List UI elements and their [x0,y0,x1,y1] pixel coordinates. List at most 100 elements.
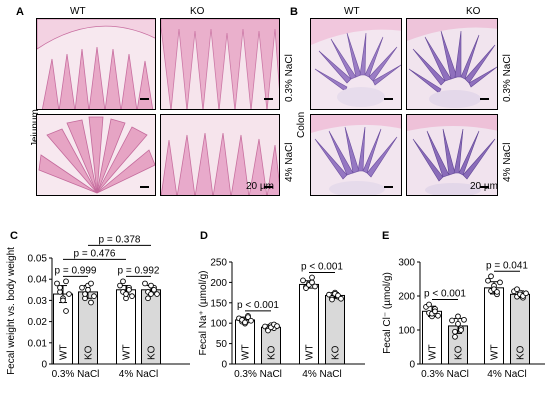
colon-crypts-image [407,19,497,109]
bar-label: KO [516,345,527,360]
colon-crypts-image [407,115,497,195]
data-point [85,286,91,293]
data-point [54,280,60,287]
data-point [242,319,248,326]
data-point [455,321,461,327]
data-point [329,296,335,303]
data-point [88,280,94,287]
scale-bar [264,186,273,188]
data-point [300,277,306,284]
data-point [66,291,72,297]
data-point [449,317,455,324]
y-tick-label: 200 [210,278,227,289]
data-point [426,301,432,308]
group-label: 4% NaCl [302,369,341,380]
jejunum-villi-image [37,115,155,195]
data-point [82,291,88,297]
data-point [60,297,66,304]
data-point [57,284,63,291]
data-point [117,282,123,289]
p-value-label: p = 0.476 [74,248,116,259]
bar-label: KO [84,345,95,360]
y-tick-label: 0 [221,360,227,371]
jejunum-wt-4-micrograph [36,114,156,196]
data-point [63,278,69,285]
panel-letter-d: D [200,230,208,242]
bar-label: KO [331,345,342,360]
group-label: 0.3% NaCl [421,369,469,380]
data-point [461,316,467,323]
colon-crypts-image [311,19,401,109]
data-point [494,289,500,295]
jejunum-ko-0.3-micrograph [160,18,280,110]
y-axis-label: Fecal weight vs. body weight [6,247,17,375]
y-tick-label: 0.04 [28,275,48,286]
data-point [79,284,85,291]
panel-b-scale-label: 20 µm [470,181,498,192]
data-point [248,317,254,324]
y-tick-label: 100 [398,326,415,337]
data-point [145,295,151,302]
data-point [497,279,503,286]
y-tick-label: 0.03 [28,296,48,307]
panel-b-col-label-ko: KO [466,6,481,17]
scale-bar [140,186,149,188]
p-value-label: p < 0.001 [237,300,279,311]
colon-wt-4-micrograph [310,114,402,196]
panel-letter-e: E [382,230,390,242]
p-value-label: p = 0.992 [118,265,160,276]
colon-ko-4-micrograph [406,114,498,196]
p-value-label: p < 0.001 [424,289,466,300]
p-value-label: p = 0.041 [486,260,528,271]
y-tick-label: 0.02 [28,317,48,328]
data-point [142,280,148,287]
data-point [245,314,251,320]
y-tick-label: 0 [409,360,415,371]
data-point [123,291,129,297]
data-point [309,274,315,281]
panel-a-col-label-ko: KO [190,6,205,17]
data-point [485,277,491,284]
data-point [88,299,94,306]
bar-label: KO [454,345,465,360]
data-point [452,328,458,335]
y-tick-label: 0.05 [28,254,48,265]
scale-bar [264,98,273,100]
jejunum-wt-0.3-micrograph [36,18,156,110]
y-axis-label: Fecal Na⁺ (µmol/g) [198,271,209,356]
bar-label: WT [241,344,252,360]
bar-label: WT [490,344,501,360]
data-point [151,286,157,293]
data-point [432,308,438,315]
y-tick-label: 250 [210,258,227,269]
data-point [435,312,441,319]
p-value-label: p < 0.001 [301,262,343,273]
data-point [120,278,126,285]
y-tick-label: 300 [398,258,415,269]
scale-bar [480,98,489,100]
data-point [309,279,315,286]
group-label: 0.3% NaCl [52,369,100,380]
panel-b-col-label-wt: WT [344,6,360,17]
data-point [523,290,529,297]
data-point [514,286,520,293]
y-tick-label: 50 [216,339,228,350]
group-label: 4% NaCl [487,369,526,380]
colon-ko-0.3-micrograph [406,18,498,110]
scale-bar [480,186,489,188]
data-point [154,291,160,297]
jejunum-villi-image [37,19,155,109]
bar-label: KO [267,345,278,360]
panel-a-scale-label: 20 µm [246,181,274,192]
data-point [63,308,69,314]
y-tick-label: 100 [210,319,227,330]
data-point [274,323,280,329]
data-point [452,333,458,340]
jejunum-villi-image [161,19,279,109]
y-tick-label: 0 [41,360,47,371]
bar-label: WT [428,344,439,360]
p-value-label: p = 0.378 [99,234,141,245]
scale-bar [140,98,149,100]
data-point [312,283,318,290]
